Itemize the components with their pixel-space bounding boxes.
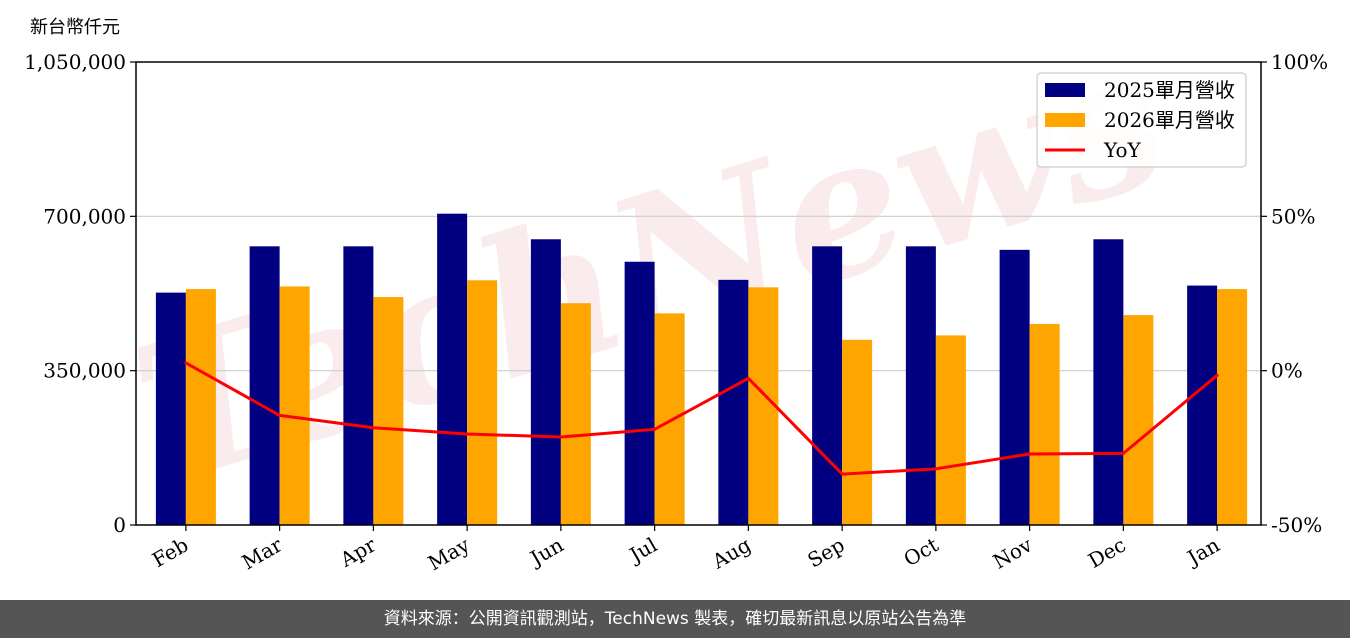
bar-2026 [467,280,498,525]
y-unit-label: 新台幣仟元 [30,17,120,38]
bar-2026 [935,335,966,525]
bar-2026 [560,303,591,525]
bar-2025 [1187,285,1218,525]
legend-item-2026: 2026單月營收 [1104,108,1235,132]
revenue-chart: TechNews 0350,000700,0001,050,000-50%0%5… [24,5,1328,575]
yoy-point [465,432,469,436]
bar-2026 [373,297,404,525]
plot-frame [135,61,1262,526]
x-tick-label: Oct [900,533,943,572]
bar-2025 [718,279,749,525]
bar-2025 [905,246,936,525]
x-tick-label: May [424,532,474,575]
yoy-point [371,426,375,430]
y-left-tick-label: 700,000 [43,204,126,228]
bar-2025 [624,261,655,525]
bar-2025 [155,292,186,525]
legend-swatch [1045,83,1085,97]
bar-2026 [279,286,310,525]
yoy-line [185,361,1219,476]
bar-2025 [812,246,843,525]
legend-item-yoy: YoY [1103,138,1142,162]
bar-2026 [1217,289,1248,525]
yoy-point [746,376,750,380]
yoy-point [934,467,938,471]
legend: 2025單月營收 2026單月營收 YoY [1036,72,1247,168]
x-tick-label: Aug [707,532,755,573]
bar-2025 [530,239,561,525]
yoy-point [184,361,188,365]
yoy-point [278,413,282,417]
yoy-point [1121,451,1125,455]
yoy-point [1028,452,1032,456]
y-right-tick-label: -50% [1271,513,1322,537]
y-right-tick-label: 0% [1271,359,1303,383]
x-tick-label: Nov [989,532,1037,574]
bar-2026 [654,313,685,525]
y-right-tick-label: 100% [1271,50,1328,74]
y-left-tick-label: 1,050,000 [24,50,126,74]
bar-2026 [185,289,216,525]
yoy-line-series [184,361,1219,476]
legend-item-2025: 2025單月營收 [1104,78,1235,102]
source-footer: 資料來源：公開資訊觀測站，TechNews 製表，確切最新訊息以原站公告為準 [0,600,1350,638]
x-tick-label: Jan [1181,532,1223,570]
x-tick-label: Dec [1084,533,1130,573]
legend-box [1036,72,1247,168]
yoy-point [653,427,657,431]
bar-series [155,213,1248,526]
bar-2025 [437,213,468,525]
bar-2025 [343,246,374,525]
bar-2025 [1093,239,1124,525]
x-tick-label: Mar [238,532,287,574]
y-right-tick-label: 50% [1271,204,1315,228]
yoy-point [1215,373,1219,377]
bar-2026 [842,339,873,525]
x-tick-label: Jun [524,532,567,571]
bar-2026 [1123,315,1154,525]
legend-swatch [1045,113,1085,127]
y-left-tick-label: 0 [113,513,126,537]
x-tick-label: Feb [148,533,192,572]
grid-lines [136,215,1261,372]
y-left-tick-label: 350,000 [43,359,126,383]
x-tick-label: Sep [803,533,848,573]
bar-2026 [748,287,779,525]
x-tick-label: Apr [335,532,380,572]
x-tick-label: Jul [624,533,661,568]
yoy-point [840,472,844,476]
bar-2025 [249,246,280,525]
bar-2025 [999,249,1030,526]
yoy-point [559,435,563,439]
bar-2026 [1029,323,1060,525]
